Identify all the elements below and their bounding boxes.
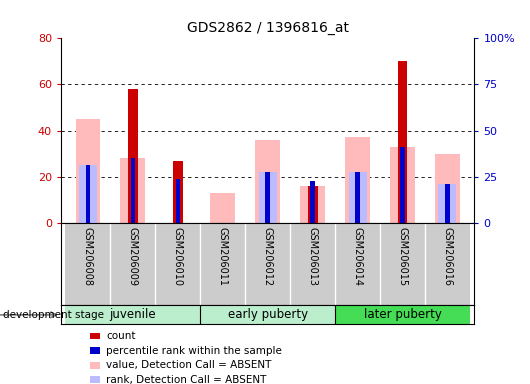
Bar (290, 223, 335, 305)
Bar (259, 172, 277, 223)
Bar (311, 181, 315, 223)
Text: GSM206013: GSM206013 (307, 227, 317, 286)
Bar (400, 147, 405, 223)
Bar (200, 305, 335, 324)
Text: development stage: development stage (3, 310, 104, 320)
Bar (300, 186, 325, 223)
Bar (110, 223, 155, 305)
Bar (355, 172, 360, 223)
Bar (307, 186, 317, 223)
Bar (173, 161, 183, 223)
Bar (128, 89, 138, 223)
Bar (435, 154, 460, 223)
Bar (245, 223, 290, 305)
Text: value, Detection Call = ABSENT: value, Detection Call = ABSENT (106, 360, 271, 370)
Bar (175, 179, 180, 223)
Bar (335, 305, 470, 324)
Bar (390, 147, 415, 223)
Bar (425, 223, 470, 305)
Bar (255, 140, 280, 223)
Bar (65, 305, 200, 324)
Bar (86, 165, 90, 223)
Bar (266, 172, 270, 223)
Bar (120, 158, 145, 223)
Text: count: count (106, 331, 136, 341)
Bar (210, 193, 235, 223)
Text: GSM206010: GSM206010 (173, 227, 183, 286)
Text: juvenile: juvenile (110, 308, 156, 321)
Title: GDS2862 / 1396816_at: GDS2862 / 1396816_at (187, 21, 349, 35)
Text: percentile rank within the sample: percentile rank within the sample (106, 346, 282, 356)
Bar (155, 223, 200, 305)
Bar (438, 184, 456, 223)
Text: GSM206011: GSM206011 (218, 227, 228, 286)
Text: GSM206015: GSM206015 (398, 227, 408, 286)
Bar (445, 184, 449, 223)
Bar (349, 172, 367, 223)
Text: rank, Detection Call = ABSENT: rank, Detection Call = ABSENT (106, 375, 267, 384)
Text: GSM206008: GSM206008 (83, 227, 93, 286)
Bar (380, 223, 425, 305)
Text: GSM206012: GSM206012 (263, 227, 272, 286)
Bar (79, 165, 97, 223)
Bar (200, 223, 245, 305)
Text: early puberty: early puberty (227, 308, 308, 321)
Bar (65, 223, 110, 305)
Bar (130, 158, 135, 223)
Bar (345, 137, 370, 223)
Text: GSM206016: GSM206016 (443, 227, 453, 286)
Text: GSM206014: GSM206014 (352, 227, 363, 286)
Text: GSM206009: GSM206009 (128, 227, 138, 286)
Bar (76, 119, 100, 223)
Bar (335, 223, 380, 305)
Text: later puberty: later puberty (364, 308, 441, 321)
Bar (398, 61, 408, 223)
